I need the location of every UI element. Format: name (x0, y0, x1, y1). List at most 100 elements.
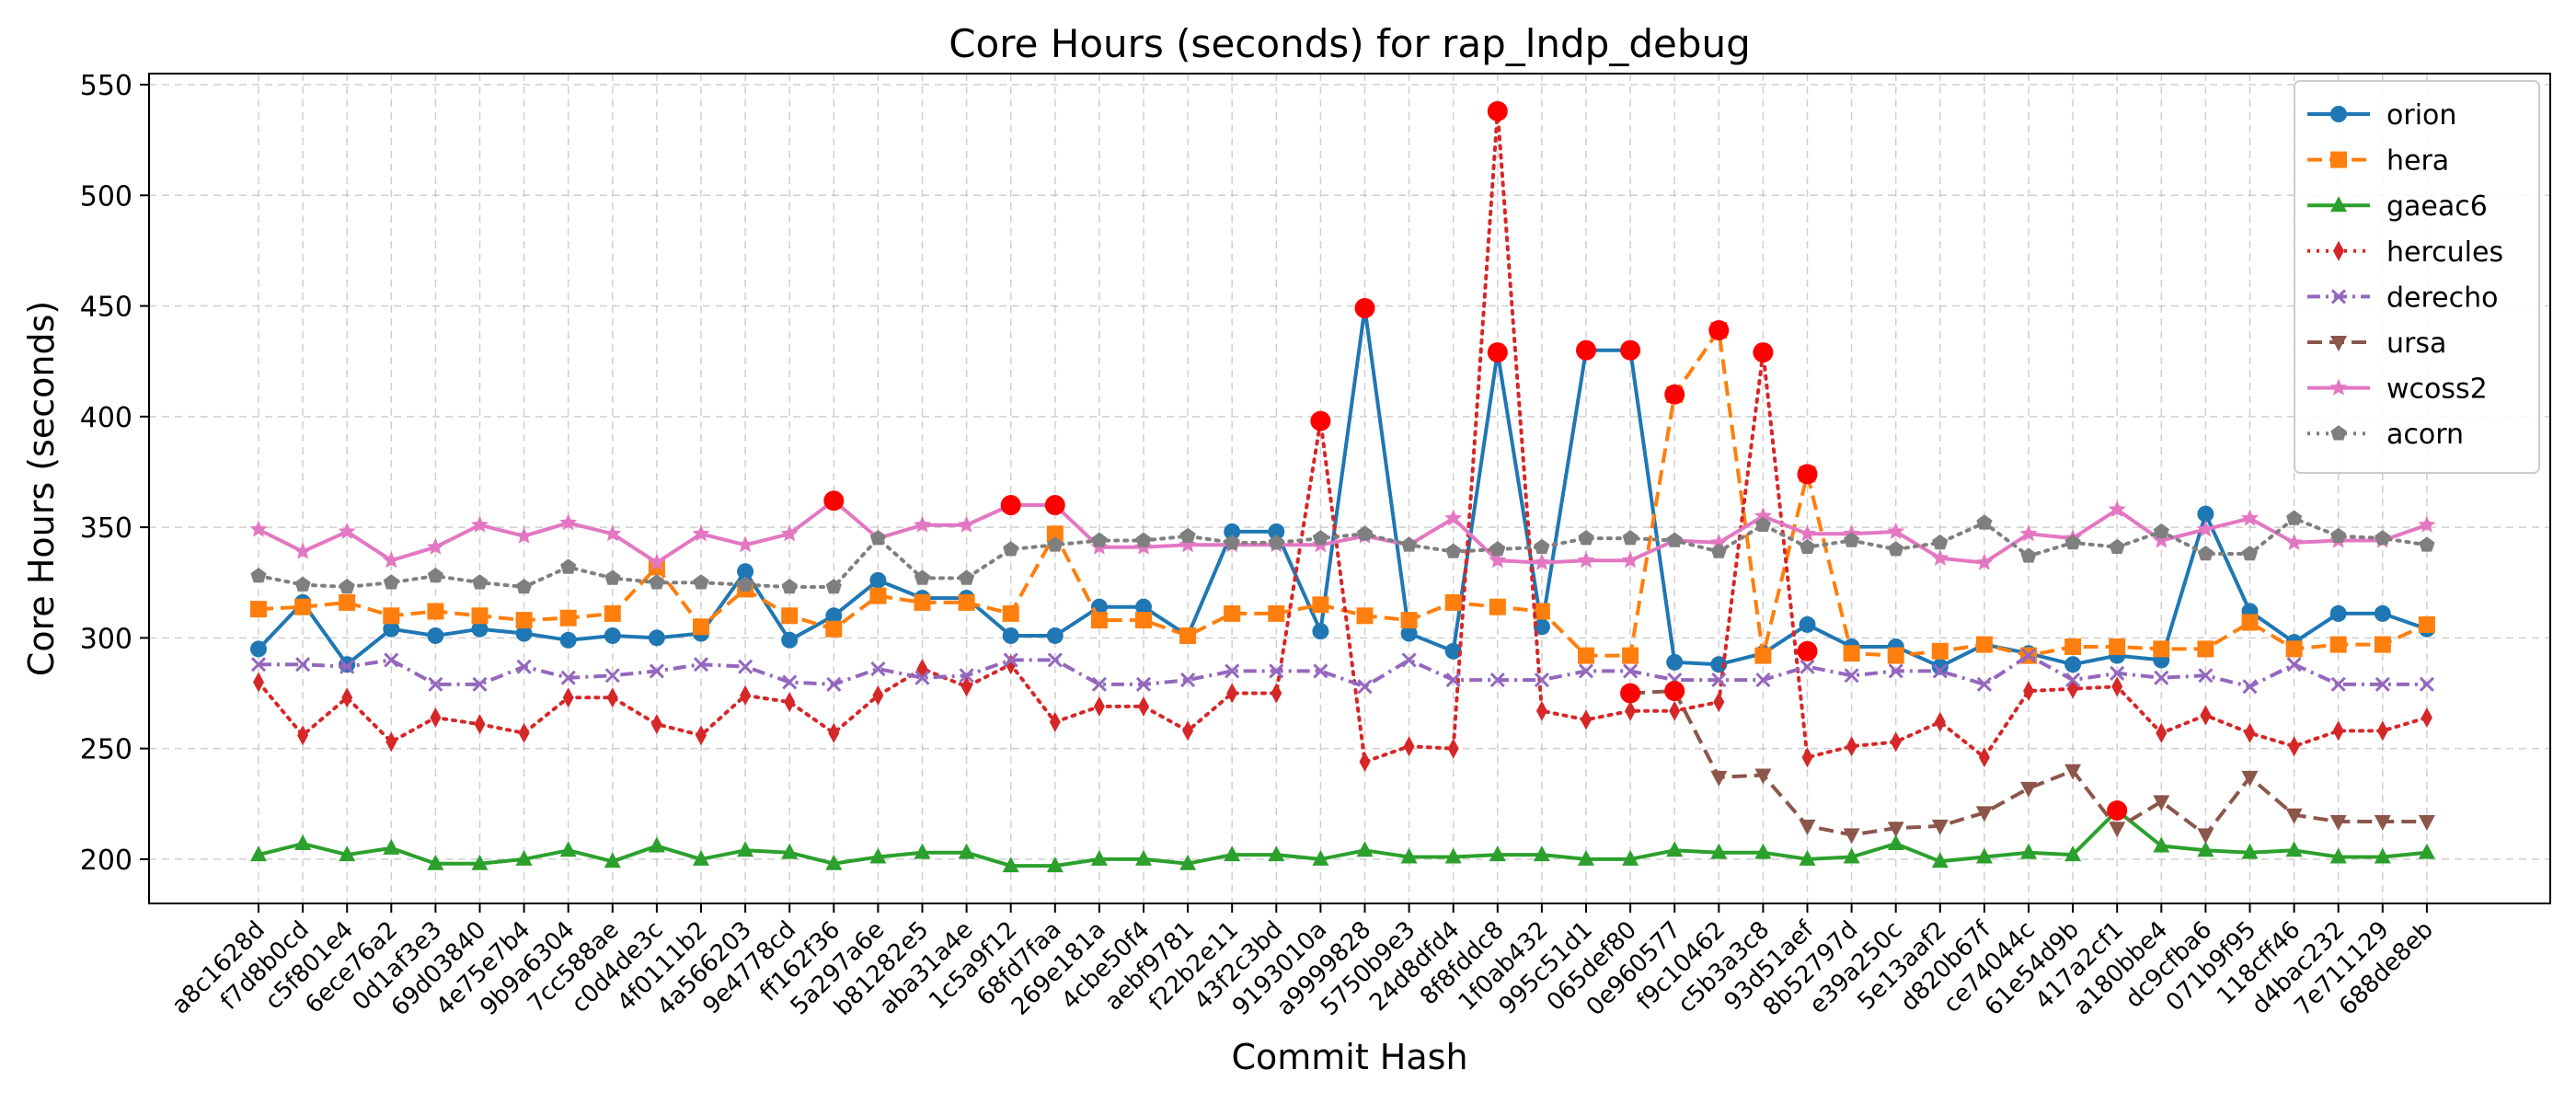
data-point-hercules (1978, 747, 1990, 768)
data-point-derecho (914, 670, 930, 685)
data-point-derecho (1711, 673, 1727, 688)
legend-marker (2330, 336, 2347, 351)
data-point-acorn (1401, 536, 1418, 552)
data-point-hercules (2376, 720, 2388, 742)
data-point-wcoss2 (382, 551, 400, 569)
data-point-hercules (784, 692, 796, 713)
data-point-gaeac6 (471, 854, 489, 870)
data-point-wcoss2 (1489, 551, 1507, 569)
data-point-hera (958, 593, 975, 611)
data-point-acorn (1268, 534, 1284, 550)
series-derecho (250, 648, 2434, 695)
data-point-gaeac6 (2285, 841, 2303, 857)
highlight-point (1487, 342, 1508, 363)
data-point-hercules (1581, 709, 1592, 730)
data-point-derecho (693, 657, 709, 673)
data-point-derecho (2110, 665, 2125, 681)
highlight-point (1664, 681, 1685, 702)
data-point-derecho (1180, 673, 1196, 688)
data-point-wcoss2 (1754, 507, 1772, 524)
data-point-orion (781, 631, 799, 649)
series-line-orion (257, 306, 2428, 669)
data-point-acorn (959, 569, 975, 585)
data-point-wcoss2 (471, 515, 489, 533)
data-point-gaeac6 (648, 836, 665, 853)
data-point-gaeac6 (2064, 845, 2082, 862)
legend-item-hera: hera (2307, 145, 2449, 178)
data-point-hercules (1359, 752, 1371, 773)
data-point-hera (383, 607, 400, 625)
highlight-point (2107, 799, 2128, 821)
data-point-derecho (1489, 673, 1505, 688)
data-point-orion (1444, 642, 1462, 660)
legend-marker (2330, 425, 2347, 441)
data-point-orion (1312, 623, 1329, 640)
series-gaeac6 (250, 800, 2435, 873)
highlight-point (1708, 320, 1730, 341)
data-point-acorn (693, 574, 709, 590)
data-point-orion (1135, 598, 1152, 615)
legend-item-orion: orion (2307, 99, 2456, 132)
data-point-hercules (1403, 736, 1415, 757)
data-point-ursa (2109, 822, 2126, 838)
y-tick-label: 500 (80, 180, 132, 213)
highlight-point (1576, 339, 1596, 361)
data-point-hera (2418, 615, 2435, 633)
data-point-hera (1489, 598, 1506, 615)
y-tick-label: 550 (80, 70, 132, 102)
data-point-derecho (1269, 663, 1284, 679)
data-point-gaeac6 (1135, 849, 1152, 866)
data-point-ursa (1799, 819, 1816, 835)
data-point-hera (1931, 642, 1949, 660)
data-point-hercules (740, 684, 752, 706)
legend-item-hercules: hercules (2307, 236, 2503, 269)
data-point-acorn (604, 569, 621, 585)
legend-box (2294, 80, 2540, 474)
data-point-hera (294, 598, 312, 615)
data-point-derecho (604, 668, 620, 684)
data-point-hercules (872, 684, 884, 706)
data-point-hercules (1271, 683, 1282, 704)
data-point-hercules (2288, 736, 2300, 757)
data-point-ursa (2197, 828, 2214, 845)
data-point-hera (2109, 638, 2126, 655)
data-point-acorn (2375, 530, 2391, 546)
data-point-hercules (297, 725, 309, 746)
data-point-orion (648, 629, 665, 647)
data-point-hera (515, 612, 533, 629)
data-point-gaeac6 (1843, 847, 1860, 864)
legend-item-wcoss2: wcoss2 (2307, 374, 2488, 406)
data-point-derecho (1800, 659, 1815, 674)
data-point-acorn (250, 568, 267, 583)
x-axis-label: Commit Hash (1231, 1037, 1467, 1077)
data-point-acorn (1445, 543, 1462, 558)
y-tick-label: 300 (80, 623, 132, 655)
series-line-hera (258, 328, 2428, 658)
data-point-gaeac6 (781, 843, 799, 859)
data-point-orion (2197, 505, 2214, 523)
data-point-gaeac6 (958, 843, 975, 859)
data-point-acorn (1224, 534, 1240, 550)
data-point-ursa (1843, 828, 1860, 845)
data-point-gaeac6 (339, 845, 356, 862)
series-line-acorn (257, 516, 2429, 589)
highlight-point (823, 490, 845, 512)
data-point-ursa (2153, 795, 2170, 811)
series-line-hercules (257, 109, 2429, 765)
data-point-wcoss2 (2196, 520, 2214, 537)
legend-marker (2330, 289, 2347, 305)
data-point-acorn (1888, 541, 1904, 557)
data-point-derecho (1623, 663, 1639, 679)
data-point-acorn (2241, 546, 2259, 561)
data-point-wcoss2 (1444, 509, 1463, 526)
data-point-hera (2374, 636, 2391, 653)
data-point-gaeac6 (427, 854, 444, 870)
data-point-wcoss2 (515, 526, 534, 544)
data-point-hercules (2332, 720, 2344, 742)
data-point-gaeac6 (1710, 843, 1728, 859)
data-point-acorn (1932, 534, 1949, 550)
data-point-orion (604, 627, 621, 644)
data-point-gaeac6 (1444, 847, 1462, 864)
data-point-gaeac6 (2418, 843, 2435, 859)
data-point-hera (1975, 636, 1993, 653)
